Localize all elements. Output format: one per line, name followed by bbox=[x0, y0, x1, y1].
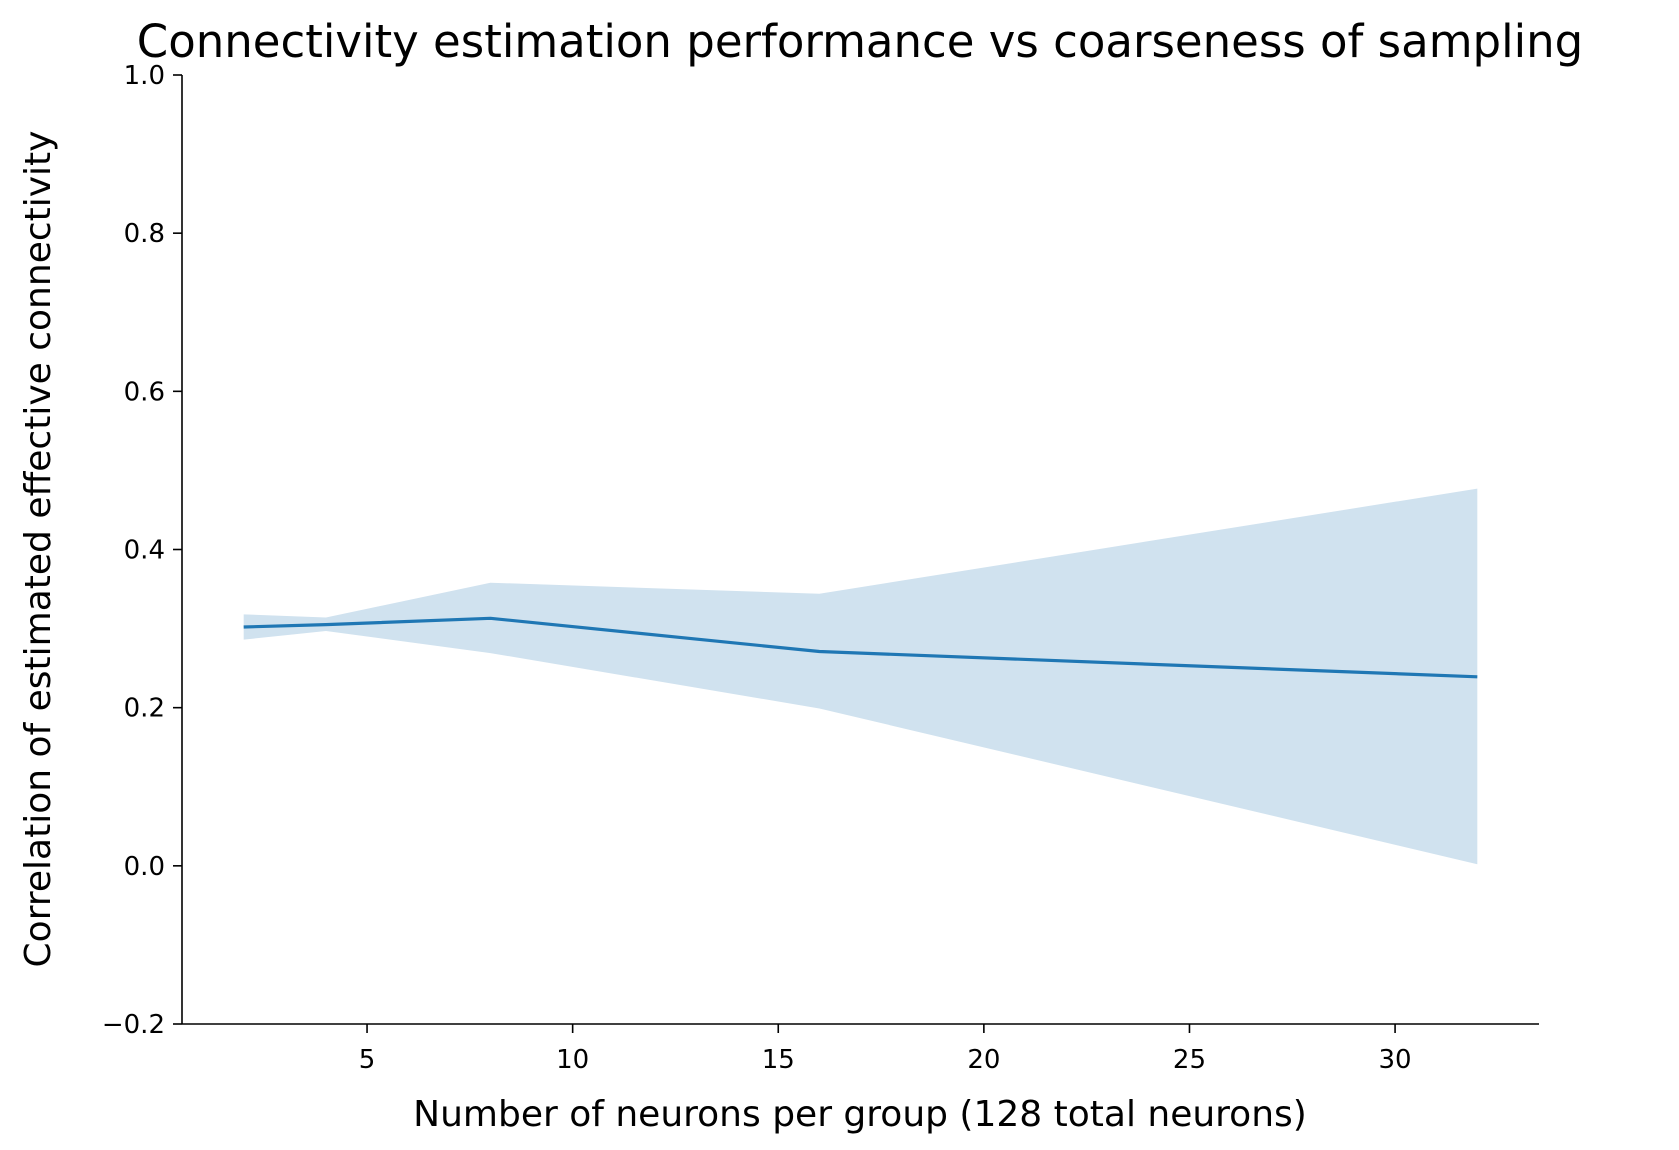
y-tick-label: 0.8 bbox=[124, 219, 165, 249]
y-tick-label: 0.2 bbox=[124, 694, 165, 724]
series-line bbox=[243, 616, 1478, 679]
x-axis-title: Number of neurons per group (128 total n… bbox=[413, 1094, 1307, 1135]
x-tick-label: 25 bbox=[1173, 1045, 1206, 1075]
y-axis-ticks: −0.2 0.0 0.2 0.4 0.6 0.8 1.0 bbox=[102, 61, 182, 1040]
confidence-band bbox=[243, 488, 1478, 865]
confidence-band-layer bbox=[243, 488, 1478, 865]
y-tick-label: 0.4 bbox=[124, 536, 165, 566]
chart-title: Connectivity estimation performance vs c… bbox=[137, 15, 1583, 68]
y-tick-label: 0.6 bbox=[124, 377, 165, 407]
y-tick-label: 1.0 bbox=[124, 61, 165, 91]
y-axis-title: Correlation of estimated effective conne… bbox=[18, 131, 59, 968]
y-tick-label: −0.2 bbox=[102, 1010, 165, 1040]
plot-area bbox=[243, 488, 1478, 865]
x-tick-label: 5 bbox=[359, 1045, 376, 1075]
x-axis-ticks: 5 10 15 20 25 30 bbox=[359, 1024, 1412, 1075]
x-tick-label: 15 bbox=[762, 1045, 795, 1075]
x-tick-label: 10 bbox=[556, 1045, 589, 1075]
series-line-layer bbox=[243, 616, 1478, 679]
x-tick-label: 30 bbox=[1379, 1045, 1412, 1075]
x-tick-label: 20 bbox=[967, 1045, 1000, 1075]
y-tick-label: 0.0 bbox=[124, 852, 165, 882]
